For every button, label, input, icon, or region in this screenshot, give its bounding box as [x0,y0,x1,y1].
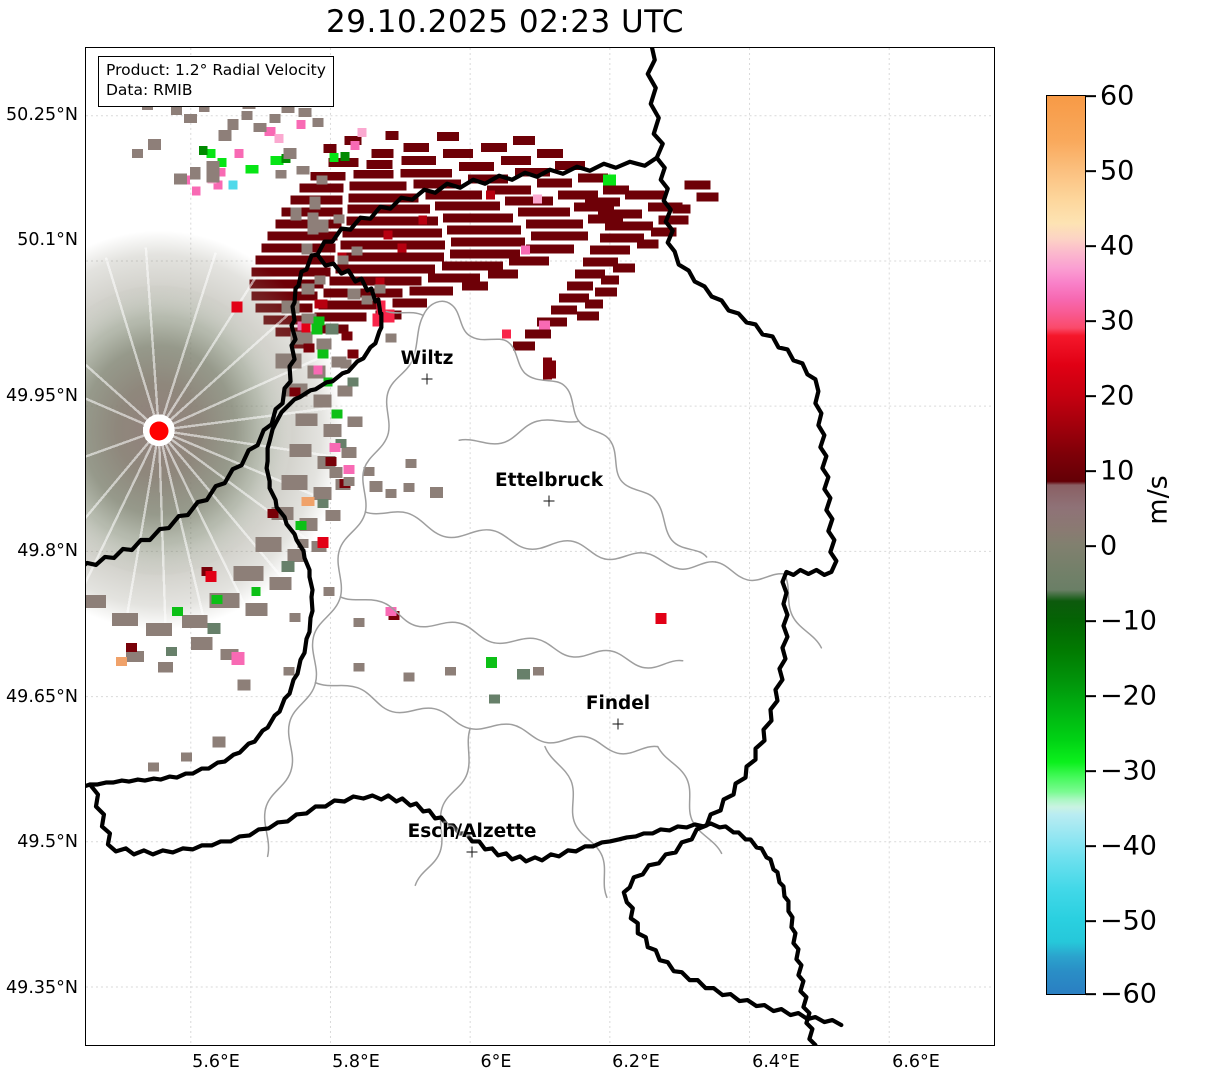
colorbar-label-40: 40 [1100,230,1135,262]
y-tick-label-49-5: 49.5°N [17,832,78,853]
page-title: 29.10.2025 02:23 UTC [326,4,684,40]
product-info-box: Product: 1.2° Radial Velocity Data: RMIB [98,56,334,107]
x-tick-label-5-6: 5.6°E [192,1052,240,1072]
colorbar-tick-m10 [1086,620,1096,622]
country-borders [86,48,844,1045]
y-tick-label-49-35: 49.35°N [6,977,78,998]
y-tick-label-49-65: 49.65°N [6,686,78,707]
colorbar-label-50: 50 [1100,155,1135,187]
colorbar-label-60: 60 [1100,80,1135,112]
city-label-findel: Findel [585,693,651,714]
colorbar-tick-10 [1086,470,1096,472]
y-tick-label-49-95: 49.95°N [6,386,78,406]
colorbar-tick-30 [1086,320,1096,322]
colorbar-tick-m30 [1086,770,1096,772]
radar-map-canvas: Wiltz Ettelbruck Findel Esch/Alzette Pro… [86,48,994,1045]
radar-site-marker [149,421,169,441]
colorbar-label-m40: −40 [1100,830,1157,862]
info-data-line: Data: RMIB [106,80,193,99]
x-tick-label-6-6: 6.6°E [892,1052,940,1072]
colorbar-tick-50 [1086,170,1096,172]
radar-map-plot[interactable]: Wiltz Ettelbruck Findel Esch/Alzette Pro… [85,47,995,1046]
colorbar-label-m50: −50 [1100,905,1157,937]
colorbar-tick-m60 [1086,993,1096,995]
city-marker-esch-alzette [466,846,478,858]
city-marker-wiltz [421,373,433,385]
y-tick-label-50-25: 50.25°N [6,105,78,125]
x-tick-label-6: 6°E [480,1052,512,1072]
y-tick-label-49-8: 49.8°N [17,541,78,562]
velocity-colorbar [1046,95,1086,995]
colorbar-tick-60 [1086,95,1096,97]
colorbar-label-20: 20 [1100,380,1135,412]
x-tick-label-6-4: 6.4°E [752,1052,800,1072]
x-tick-label-6-2: 6.2°E [612,1052,660,1072]
colorbar-tick-m50 [1086,920,1096,922]
city-marker-findel [612,718,624,730]
colorbar-label-0: 0 [1100,530,1118,562]
colorbar-tick-0 [1086,545,1096,547]
colorbar-gradient [1047,96,1085,994]
city-label-ettelbruck: Ettelbruck [494,470,604,491]
x-tick-label-5-8: 5.8°E [332,1052,380,1072]
radar-echo-field [86,85,719,772]
city-label-esch-alzette: Esch/Alzette [407,821,537,842]
y-tick-label-50-1: 50.1°N [17,230,78,251]
city-label-wiltz: Wiltz [400,348,454,369]
info-product-line: Product: 1.2° Radial Velocity [106,61,326,79]
colorbar-label-30: 30 [1100,305,1135,337]
colorbar-label-m60: −60 [1100,978,1157,1010]
colorbar-label-m20: −20 [1100,680,1157,712]
colorbar-tick-40 [1086,245,1096,247]
city-marker-ettelbruck [543,495,555,507]
colorbar-tick-m40 [1086,845,1096,847]
colorbar-label-m30: −30 [1100,755,1157,787]
colorbar-unit-label: m/s [1142,475,1174,525]
colorbar-tick-m20 [1086,695,1096,697]
colorbar-label-m10: −10 [1100,605,1157,637]
colorbar-tick-20 [1086,395,1096,397]
colorbar-label-10: 10 [1100,455,1135,487]
district-boundaries [263,300,823,899]
